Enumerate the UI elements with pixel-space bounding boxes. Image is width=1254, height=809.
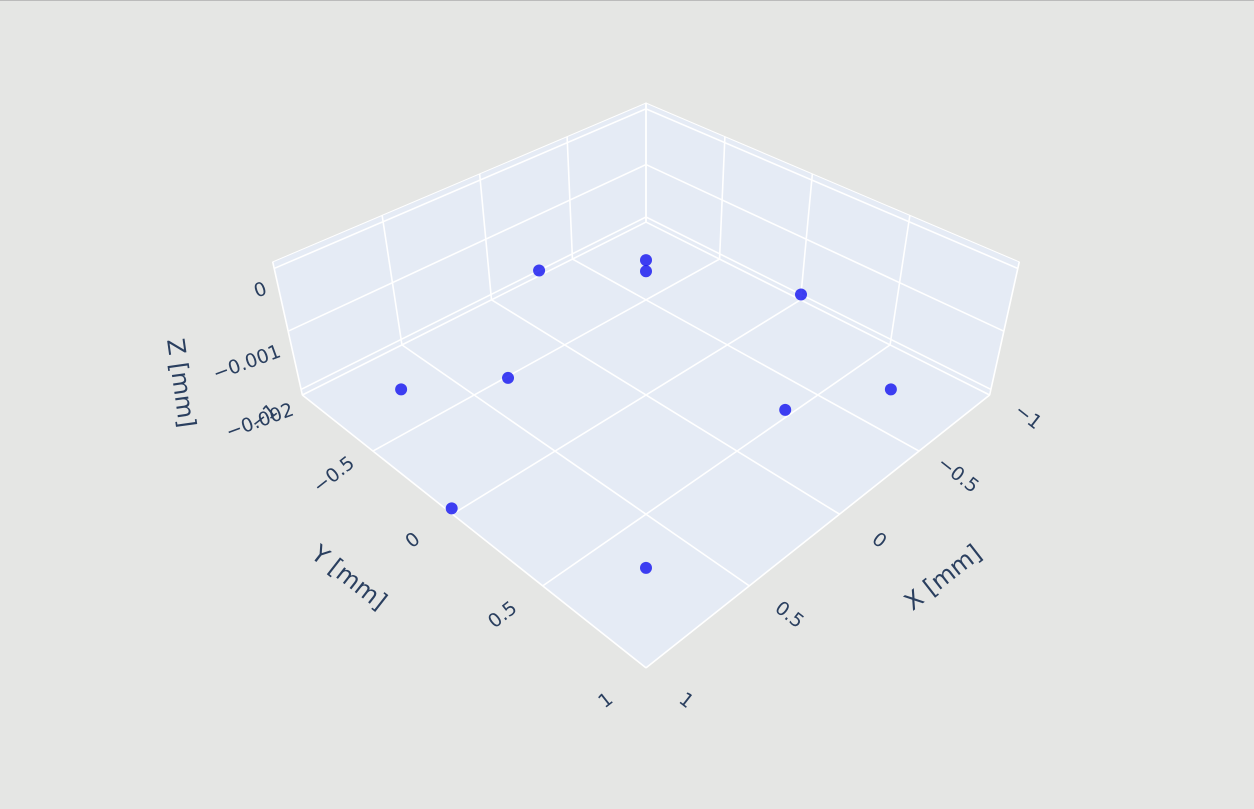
grid-line <box>452 299 801 515</box>
data-point <box>640 254 652 267</box>
grid-line <box>287 163 647 332</box>
grid-line <box>372 258 720 452</box>
grid-line <box>889 215 911 346</box>
grid-line <box>566 136 574 260</box>
grid-line <box>271 261 304 396</box>
grid-line <box>273 108 647 270</box>
data-point <box>779 403 792 416</box>
grid-line <box>645 163 1005 332</box>
grid-line <box>301 394 647 669</box>
grid-line <box>799 173 814 300</box>
data-point <box>502 371 515 384</box>
data-point <box>884 383 897 396</box>
grid-line <box>572 258 920 452</box>
grid-line <box>645 216 992 391</box>
grid-line <box>645 108 1019 270</box>
grid-line <box>718 136 726 260</box>
data-point <box>640 265 652 278</box>
grid-line <box>491 299 840 515</box>
data-point <box>795 288 808 301</box>
grid-line <box>301 221 647 396</box>
data-point <box>395 383 408 396</box>
grid-line <box>988 261 1021 396</box>
grid-line <box>542 344 891 587</box>
data-point <box>533 264 546 277</box>
grid-line <box>381 215 403 346</box>
grid-line <box>300 216 647 391</box>
grid-line <box>401 344 750 587</box>
grid-line <box>645 221 991 396</box>
grid-line <box>645 394 991 669</box>
data-point <box>640 561 652 574</box>
data-point <box>445 502 458 515</box>
grid-line <box>478 173 493 300</box>
